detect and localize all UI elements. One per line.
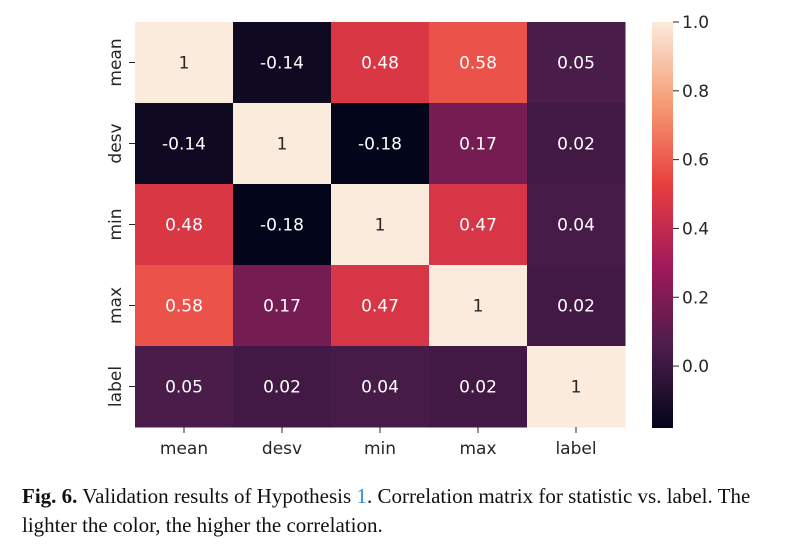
heatmap-cell-max-max bbox=[429, 265, 528, 347]
heatmap-cell-mean-max bbox=[429, 22, 528, 104]
caption-label: Fig. 6. bbox=[22, 484, 78, 508]
cell-value-label: 0.05 bbox=[557, 54, 595, 74]
heatmap-cell-label-label bbox=[527, 346, 626, 428]
heatmap-cell-label-min bbox=[331, 346, 430, 428]
cell-value-label: 0.04 bbox=[361, 378, 399, 398]
x-tick-label: label bbox=[555, 439, 596, 459]
heatmap-cell-mean-label bbox=[527, 22, 626, 104]
heatmap-cell-min-desv bbox=[233, 184, 332, 266]
heatmap-cell-label-desv bbox=[233, 346, 332, 428]
heatmap-cell-max-mean bbox=[135, 265, 234, 347]
colorbar-tick-label: 0.6 bbox=[682, 151, 709, 171]
heatmap-cell-desv-max bbox=[429, 103, 528, 185]
cell-value-label: -0.18 bbox=[260, 216, 304, 236]
heatmap-cell-desv-label bbox=[527, 103, 626, 185]
heatmap-cell-min-label bbox=[527, 184, 626, 266]
heatmap-chart: 1 -0.14 0.48 0.58 0.05 -0.14 1 -0.18 0.17 0.02 0.4… bbox=[106, 13, 709, 459]
heatmap-cell-max-label bbox=[527, 265, 626, 347]
cell-value-label: 0.02 bbox=[557, 135, 595, 155]
cell-value-label: 0.05 bbox=[165, 378, 203, 398]
heatmap-cell-label-mean bbox=[135, 346, 234, 428]
cell-value-label: 0.02 bbox=[459, 378, 497, 398]
heatmap-cell-desv-desv bbox=[233, 103, 332, 185]
cell-value-label: 0.02 bbox=[557, 297, 595, 317]
colorbar-tick-label: 0.4 bbox=[682, 219, 709, 239]
cell-value-label: 0.47 bbox=[361, 297, 399, 317]
x-tick-label: desv bbox=[262, 439, 302, 459]
cell-value-label: 1 bbox=[179, 54, 190, 74]
heatmap-cell-min-max bbox=[429, 184, 528, 266]
heatmap-cell-desv-min bbox=[331, 103, 430, 185]
heatmap-cell-label-max bbox=[429, 346, 528, 428]
cell-value-label: 0.02 bbox=[263, 378, 301, 398]
cell-value-label: 1 bbox=[571, 378, 582, 398]
cell-value-label: 0.17 bbox=[459, 135, 497, 155]
y-tick-label: mean bbox=[106, 38, 126, 86]
colorbar bbox=[652, 22, 673, 428]
y-tick-label: min bbox=[106, 208, 126, 240]
heatmap-cell-min-mean bbox=[135, 184, 234, 266]
heatmap-cell-mean-desv bbox=[233, 22, 332, 104]
cell-value-label: 1 bbox=[277, 135, 288, 155]
cell-value-label: 0.48 bbox=[165, 216, 203, 236]
cell-value-label: 0.47 bbox=[459, 216, 497, 236]
x-tick-label: min bbox=[364, 439, 396, 459]
heatmap-cell-min-min bbox=[331, 184, 430, 266]
heatmap-cell-desv-mean bbox=[135, 103, 234, 185]
cell-value-label: -0.18 bbox=[358, 135, 402, 155]
colorbar-tick-label: 0.8 bbox=[682, 82, 709, 102]
x-tick-label: max bbox=[459, 439, 496, 459]
cell-value-label: 0.48 bbox=[361, 54, 399, 74]
cell-value-label: 1 bbox=[375, 216, 386, 236]
caption-text-before: Validation results of Hypothesis bbox=[77, 484, 357, 508]
hypothesis-ref-link[interactable]: 1 bbox=[356, 484, 367, 508]
cell-value-label: 1 bbox=[473, 297, 484, 317]
cell-value-label: 0.17 bbox=[263, 297, 301, 317]
cell-value-label: 0.58 bbox=[459, 54, 497, 74]
cell-value-label: -0.14 bbox=[162, 135, 206, 155]
correlation-heatmap-figure: 1 -0.14 0.48 0.58 0.05 -0.14 1 -0.18 0.17 0.02 0.4… bbox=[106, 13, 709, 459]
y-tick-label: label bbox=[106, 366, 126, 407]
cell-value-label: -0.14 bbox=[260, 54, 304, 74]
colorbar-tick-label: 0.2 bbox=[682, 288, 709, 308]
heatmap-cell-mean-min bbox=[331, 22, 430, 104]
y-tick-label: desv bbox=[106, 123, 126, 163]
cell-value-label: 0.58 bbox=[165, 297, 203, 317]
x-tick-label: mean bbox=[160, 439, 208, 459]
caption-text-after: . Correlation matrix for statistic vs. l… bbox=[22, 484, 751, 537]
heatmap-cell-max-min bbox=[331, 265, 430, 347]
heatmap-cell-mean-mean bbox=[135, 22, 234, 104]
figure-caption: Fig. 6. Validation results of Hypothesis… bbox=[22, 482, 794, 540]
cell-value-label: 0.04 bbox=[557, 216, 595, 236]
colorbar-tick-label: 1.0 bbox=[682, 13, 709, 33]
y-tick-label: max bbox=[106, 287, 126, 324]
heatmap-cell-max-desv bbox=[233, 265, 332, 347]
colorbar-tick-label: 0.0 bbox=[682, 357, 709, 377]
